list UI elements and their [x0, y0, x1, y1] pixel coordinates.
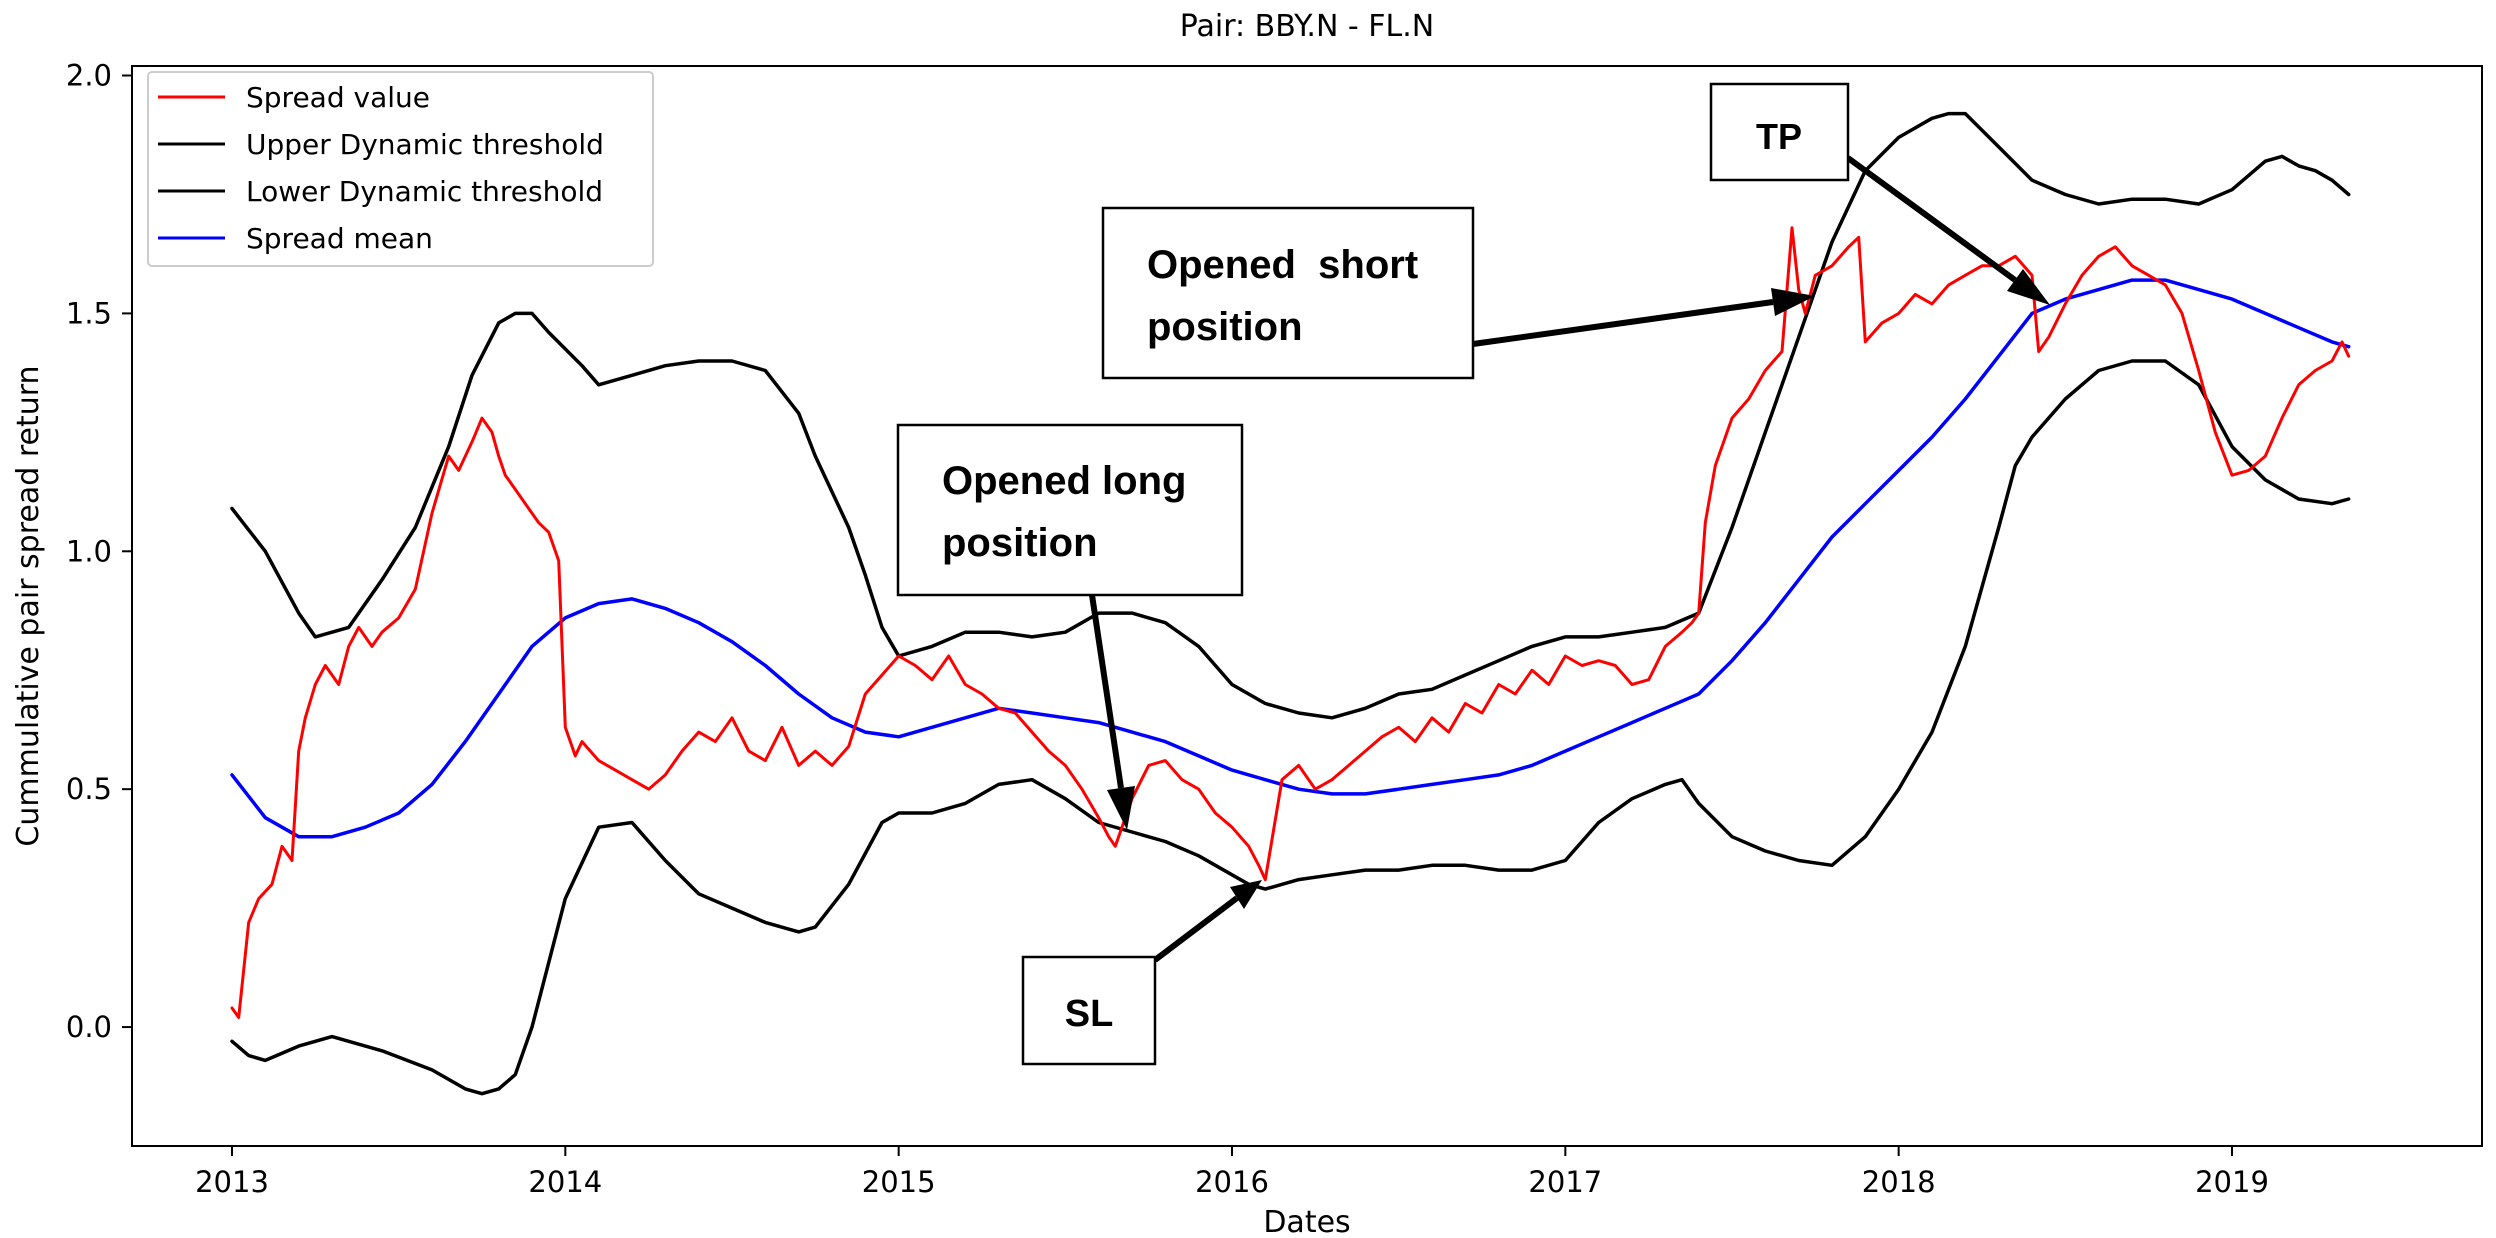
annotation-arrow-long	[1089, 594, 1124, 789]
annotation-arrowhead-short	[1771, 288, 1815, 316]
series-line-upper-dynamic-threshold	[230, 111, 2351, 720]
annotation-box-sl	[1021, 955, 1157, 1066]
annotation-box-long	[896, 423, 1244, 597]
legend-frame	[147, 71, 654, 267]
series-line-lower-dynamic-threshold	[230, 359, 2351, 1096]
y-tick-label: 2.0	[66, 59, 112, 93]
x-axis: 2013 2014 2015 2016 2017 2018 2019	[195, 1146, 2269, 1199]
annotation-text-long-line1: Opened long	[942, 459, 1186, 503]
y-tick-label: 1.0	[66, 534, 112, 568]
annotation-arrowhead-sl	[1230, 880, 1262, 909]
x-axis-label: Dates	[1263, 1205, 1350, 1238]
annotation-text-short-line2: position	[1147, 305, 1303, 349]
x-tick-label: 2016	[1195, 1165, 1269, 1199]
y-tick-label: 0.5	[66, 772, 112, 806]
x-tick-label: 2019	[2195, 1165, 2269, 1199]
x-tick-label: 2015	[862, 1165, 936, 1199]
series-line-spread-mean	[230, 278, 2351, 839]
annotation-box-short	[1101, 206, 1475, 380]
y-axis-label: Cummulative pair spread return	[11, 365, 46, 846]
annotation-box-tp	[1709, 82, 1850, 182]
annotation-text-long-line2: position	[942, 521, 1098, 565]
legend-label-upper-threshold: Upper Dynamic threshold	[246, 128, 604, 161]
annotation-arrowhead-long	[1107, 786, 1135, 830]
annotations: TP Opened short position Opened long pos…	[896, 82, 2050, 1066]
annotation-text-short-line1: Opened short	[1147, 243, 1418, 287]
x-tick-label: 2013	[195, 1165, 269, 1199]
legend: Spread value Upper Dynamic threshold Low…	[147, 71, 654, 267]
x-tick-label: 2014	[528, 1165, 602, 1199]
legend-label-lower-threshold: Lower Dynamic threshold	[246, 175, 603, 208]
annotation-arrow-tp	[1846, 155, 2017, 283]
annotation-arrowhead-tp	[2007, 269, 2050, 305]
legend-label-spread-value: Spread value	[246, 81, 430, 114]
chart-title: Pair: BBY.N - FL.N	[1180, 9, 1435, 44]
x-tick-label: 2017	[1528, 1165, 1602, 1199]
annotation-arrow-sl	[1153, 895, 1239, 963]
annotation-text-sl: SL	[1065, 993, 1114, 1035]
y-tick-label: 0.0	[66, 1010, 112, 1044]
annotation-arrow-short	[1472, 299, 1774, 347]
annotation-text-tp: TP	[1756, 116, 1802, 157]
y-tick-label: 1.5	[66, 296, 112, 330]
series-layer	[230, 111, 2351, 1096]
y-axis: 0.0 0.5 1.0 1.5 2.0	[66, 59, 132, 1044]
legend-label-spread-mean: Spread mean	[246, 222, 433, 255]
series-line-spread-value	[230, 226, 2351, 1019]
x-tick-label: 2018	[1862, 1165, 1936, 1199]
